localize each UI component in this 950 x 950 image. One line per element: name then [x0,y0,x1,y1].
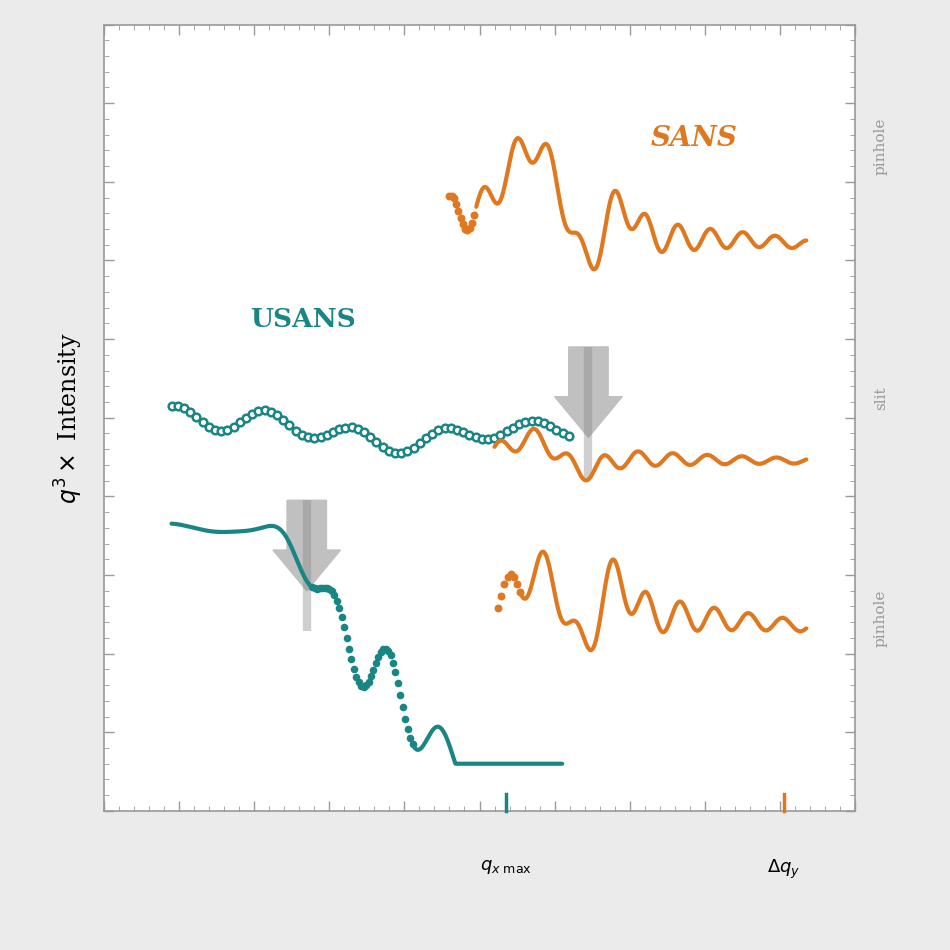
Point [369,656,384,671]
Text: $q_{x\ \mathrm{max}}$: $q_{x\ \mathrm{max}}$ [480,858,532,876]
Point [319,580,334,596]
Y-axis label: $q^3 \times$ Intensity: $q^3 \times$ Intensity [53,332,86,504]
Point [398,712,413,727]
Point [491,600,506,616]
Point [352,674,367,690]
Point [313,580,328,596]
Point [341,641,356,656]
Point [392,688,408,703]
Point [373,645,389,660]
Point [339,630,354,645]
Point [361,674,376,690]
Point [500,569,515,584]
Point [364,669,379,684]
Text: slit: slit [874,387,888,409]
Point [344,652,359,667]
Point [386,656,401,671]
Point [442,189,457,204]
Point [353,678,369,694]
Point [383,648,398,663]
Point [453,210,468,225]
Point [509,577,524,592]
Text: SANS: SANS [650,125,737,152]
Point [330,593,345,608]
Text: pinhole: pinhole [874,590,888,647]
Point [381,643,396,658]
Point [336,619,351,635]
Point [494,588,509,603]
Point [458,221,473,237]
Point [444,188,459,203]
Point [446,191,462,206]
Point [317,580,332,595]
Point [460,222,475,238]
Point [334,609,350,624]
Point [378,641,393,656]
Text: $\Delta q_y$: $\Delta q_y$ [767,858,801,882]
Point [322,581,337,597]
Point [310,581,325,597]
Point [506,570,522,585]
Text: USANS: USANS [251,307,356,332]
Point [405,736,420,751]
Point [347,661,362,676]
Point [356,679,371,694]
Point [327,587,342,602]
Point [332,600,347,616]
Point [375,641,390,656]
Point [466,208,482,223]
Point [370,650,386,665]
Point [462,220,477,236]
Point [324,583,339,598]
Point [388,664,403,679]
Point [465,215,480,230]
Point [349,669,364,684]
Point [395,700,410,715]
Point [512,584,527,599]
Point [314,580,330,596]
FancyArrow shape [555,347,622,437]
Point [307,580,322,596]
Point [305,580,320,595]
Point [400,722,415,737]
Point [497,577,512,592]
Point [448,196,464,211]
Point [403,731,418,746]
Point [504,566,519,581]
Text: pinhole: pinhole [874,118,888,175]
Point [366,662,381,677]
Point [455,217,470,232]
Point [390,675,406,691]
Point [358,677,373,693]
Point [451,203,466,218]
FancyArrow shape [273,501,340,591]
